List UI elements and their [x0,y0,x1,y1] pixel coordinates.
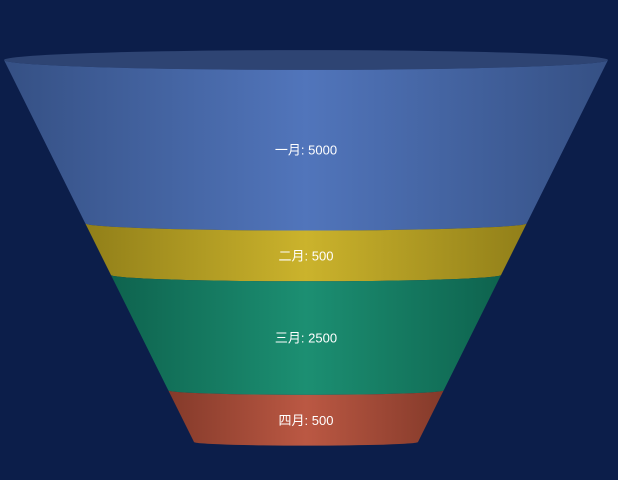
funnel-rim [4,50,608,70]
funnel-segment-4 [168,390,444,446]
funnel-segment-label-3: 三月: 2500 [275,331,337,346]
funnel-segment-label-2: 二月: 500 [279,248,334,263]
funnel-labels: 一月: 5000 二月: 500 三月: 2500 四月: 500 [275,143,337,428]
funnel-rim-layer [4,50,608,70]
funnel-segment-label-4: 四月: 500 [279,413,334,428]
funnel-segments [4,60,608,446]
funnel-segment-1 [4,60,608,231]
funnel-segment-3 [110,274,502,395]
funnel-segment-2 [85,223,527,282]
funnel-segment-label-1: 一月: 5000 [275,143,337,158]
